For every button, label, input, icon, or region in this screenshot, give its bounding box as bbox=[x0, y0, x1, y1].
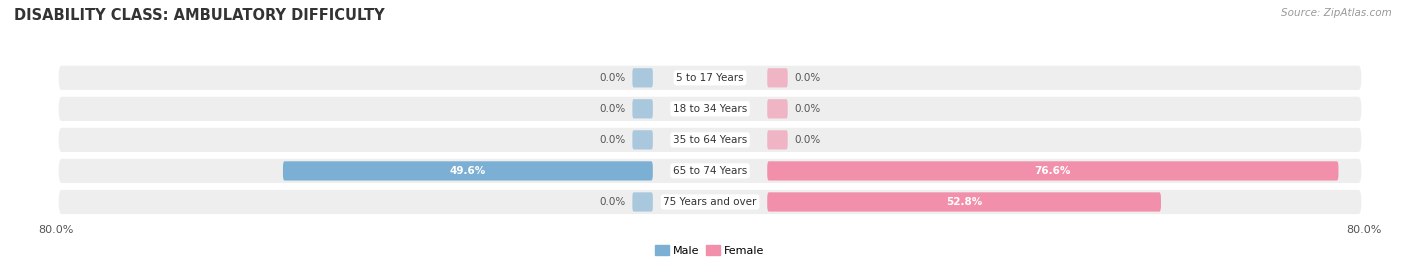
FancyBboxPatch shape bbox=[633, 68, 652, 87]
FancyBboxPatch shape bbox=[633, 99, 652, 118]
FancyBboxPatch shape bbox=[768, 161, 1339, 180]
Text: 0.0%: 0.0% bbox=[599, 104, 626, 114]
FancyBboxPatch shape bbox=[633, 130, 652, 150]
Text: 49.6%: 49.6% bbox=[450, 166, 486, 176]
FancyBboxPatch shape bbox=[59, 190, 1361, 214]
Text: 5 to 17 Years: 5 to 17 Years bbox=[676, 73, 744, 83]
FancyBboxPatch shape bbox=[633, 192, 652, 212]
Text: 0.0%: 0.0% bbox=[794, 73, 821, 83]
Text: 0.0%: 0.0% bbox=[599, 135, 626, 145]
Text: 0.0%: 0.0% bbox=[794, 104, 821, 114]
Text: 18 to 34 Years: 18 to 34 Years bbox=[673, 104, 747, 114]
Text: Source: ZipAtlas.com: Source: ZipAtlas.com bbox=[1281, 8, 1392, 18]
Text: DISABILITY CLASS: AMBULATORY DIFFICULTY: DISABILITY CLASS: AMBULATORY DIFFICULTY bbox=[14, 8, 385, 23]
FancyBboxPatch shape bbox=[768, 99, 787, 118]
FancyBboxPatch shape bbox=[59, 97, 1361, 121]
Text: 75 Years and over: 75 Years and over bbox=[664, 197, 756, 207]
FancyBboxPatch shape bbox=[59, 128, 1361, 152]
Text: 52.8%: 52.8% bbox=[946, 197, 983, 207]
FancyBboxPatch shape bbox=[768, 68, 787, 87]
Text: 0.0%: 0.0% bbox=[599, 197, 626, 207]
FancyBboxPatch shape bbox=[59, 159, 1361, 183]
Text: 0.0%: 0.0% bbox=[794, 135, 821, 145]
Legend: Male, Female: Male, Female bbox=[651, 241, 769, 260]
Text: 0.0%: 0.0% bbox=[599, 73, 626, 83]
FancyBboxPatch shape bbox=[768, 192, 1161, 212]
Text: 76.6%: 76.6% bbox=[1035, 166, 1071, 176]
Text: 35 to 64 Years: 35 to 64 Years bbox=[673, 135, 747, 145]
FancyBboxPatch shape bbox=[59, 66, 1361, 90]
FancyBboxPatch shape bbox=[283, 161, 652, 180]
Text: 65 to 74 Years: 65 to 74 Years bbox=[673, 166, 747, 176]
FancyBboxPatch shape bbox=[768, 130, 787, 150]
